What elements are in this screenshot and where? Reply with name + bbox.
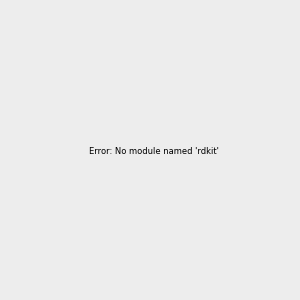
Text: Error: No module named 'rdkit': Error: No module named 'rdkit' xyxy=(89,147,219,156)
